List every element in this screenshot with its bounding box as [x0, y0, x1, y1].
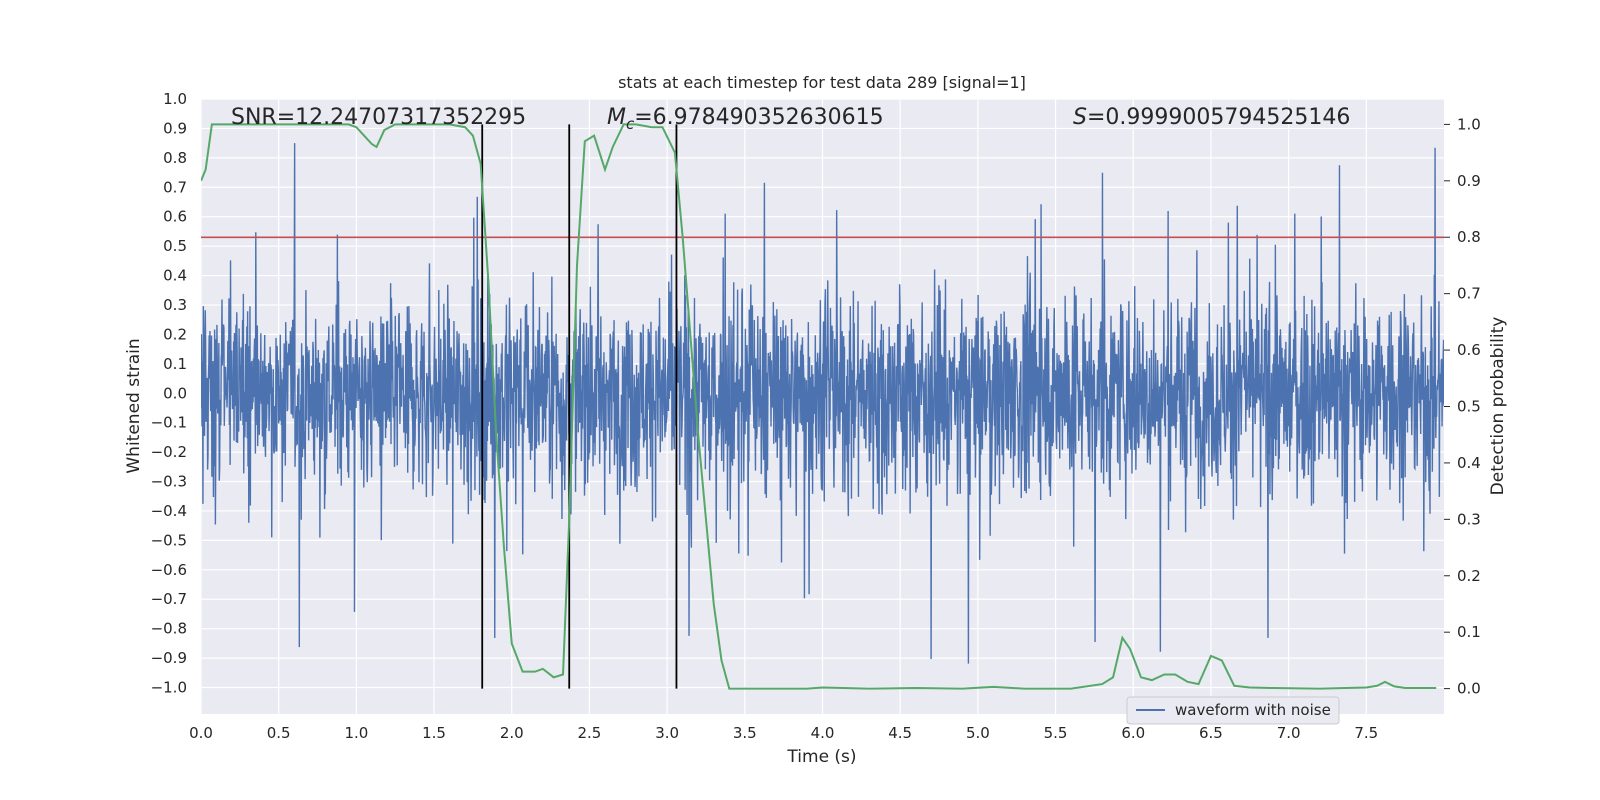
y-left-tick-label: 0.4	[163, 267, 187, 285]
x-tick-label: 0.0	[189, 724, 213, 742]
x-tick-label: 4.5	[888, 724, 912, 742]
y-right-tick-label: 0.4	[1457, 454, 1481, 472]
probability-series	[201, 123, 1437, 690]
chart-title: stats at each timestep for test data 289…	[618, 73, 1026, 92]
s-symbol: S	[1073, 105, 1087, 130]
y-axis-right-ticks: 0.0 0.1 0.2 0.3 0.4 0.5 0.6 0.7 0.8 0.9 1.0	[1444, 115, 1481, 698]
x-tick-label: 2.5	[578, 724, 602, 742]
y-left-tick-label: −0.5	[151, 531, 187, 549]
y-left-tick-label: 0.9	[163, 119, 187, 137]
y-right-tick-label: 0.6	[1457, 341, 1481, 359]
waveform-line	[201, 143, 1444, 664]
y-left-tick-label: −0.9	[151, 649, 187, 667]
y-right-tick-label: 0.1	[1457, 623, 1481, 641]
mc-value: =6.978490352630615	[634, 105, 883, 130]
y-right-tick-label: 0.9	[1457, 172, 1481, 190]
x-tick-label: 5.0	[966, 724, 990, 742]
x-tick-label: 7.0	[1277, 724, 1301, 742]
x-tick-label: 6.0	[1121, 724, 1145, 742]
y-right-tick-label: 0.7	[1457, 285, 1481, 303]
y-axis-right-label: Detection probability	[1488, 317, 1508, 496]
y-left-tick-label: −0.4	[151, 502, 187, 520]
probability-line	[201, 123, 1437, 690]
x-tick-label: 0.5	[267, 724, 291, 742]
x-tick-label: 5.5	[1044, 724, 1068, 742]
x-tick-label: 1.0	[344, 724, 368, 742]
s-annotation: S=0.9999005794525146	[1073, 105, 1350, 130]
x-axis-ticks: 0.0 0.5 1.0 1.5 2.0 2.5 3.0 3.5 4.0 4.5 5.0 5.5 6.0 6…	[189, 724, 1378, 742]
y-right-tick-label: 0.0	[1457, 680, 1481, 698]
y-left-tick-label: 0.0	[163, 384, 187, 402]
mc-subscript: c	[626, 115, 635, 133]
y-right-tick-label: 0.8	[1457, 228, 1481, 246]
x-axis-label: Time (s)	[786, 747, 856, 767]
y-left-tick-label: −0.2	[151, 443, 187, 461]
mc-annotation: Mc=6.978490352630615	[607, 105, 884, 133]
y-left-tick-label: 1.0	[163, 90, 187, 108]
y-left-tick-label: −0.8	[151, 620, 187, 638]
y-left-tick-label: 0.3	[163, 296, 187, 314]
y-left-tick-label: 0.5	[163, 237, 187, 255]
x-tick-label: 1.5	[422, 724, 446, 742]
legend: waveform with noise	[1126, 696, 1340, 725]
waveform-series	[201, 143, 1444, 664]
x-tick-label: 7.5	[1354, 724, 1378, 742]
y-right-tick-label: 0.5	[1457, 398, 1481, 416]
x-tick-label: 2.0	[500, 724, 524, 742]
y-left-tick-label: −1.0	[151, 679, 187, 697]
y-right-tick-label: 0.2	[1457, 567, 1481, 585]
y-left-tick-label: −0.1	[151, 414, 187, 432]
y-left-tick-label: −0.6	[151, 561, 187, 579]
y-left-tick-label: −0.7	[151, 590, 187, 608]
event-markers	[481, 124, 678, 689]
y-left-tick-label: 0.1	[163, 355, 187, 373]
x-tick-label: 4.0	[811, 724, 835, 742]
snr-annotation: SNR=12.24707317352295	[231, 105, 526, 130]
y-right-tick-label: 0.3	[1457, 510, 1481, 528]
y-axis-left-label: Whitened strain	[124, 338, 144, 473]
y-right-tick-label: 1.0	[1457, 115, 1481, 133]
y-axis-left-ticks: −1.0 −0.9 −0.8 −0.7 −0.6 −0.5 −0.4 −0.3 −0.2 −0.1…	[151, 90, 187, 697]
legend-label: waveform with noise	[1175, 701, 1331, 719]
x-tick-label: 6.5	[1199, 724, 1223, 742]
y-left-tick-label: 0.2	[163, 325, 187, 343]
x-tick-label: 3.5	[733, 724, 757, 742]
legend-box	[1126, 696, 1340, 725]
y-left-tick-label: 0.6	[163, 208, 187, 226]
y-left-tick-label: 0.7	[163, 178, 187, 196]
y-left-tick-label: 0.8	[163, 149, 187, 167]
x-tick-label: 3.0	[655, 724, 679, 742]
y-left-tick-label: −0.3	[151, 473, 187, 491]
s-value: =0.9999005794525146	[1087, 105, 1350, 130]
mc-symbol: M	[607, 105, 626, 130]
